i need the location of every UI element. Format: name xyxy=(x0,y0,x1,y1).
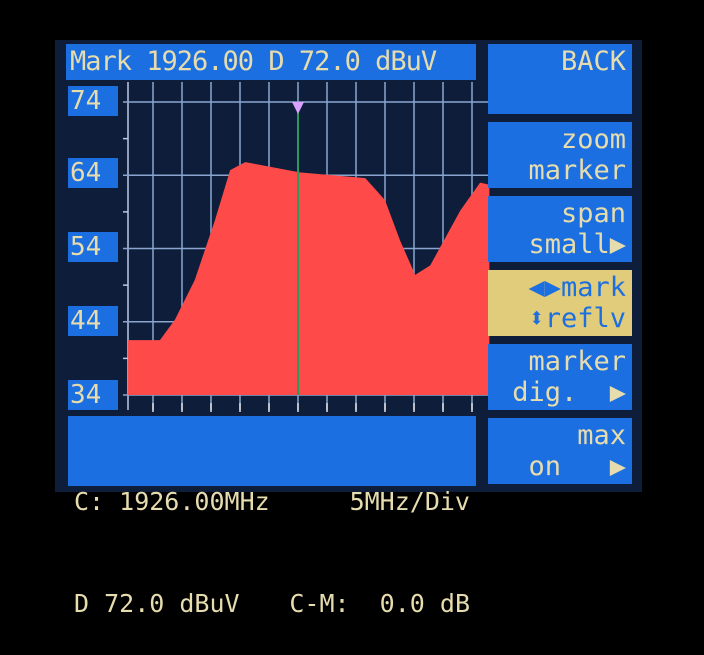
button-line1: max xyxy=(577,420,626,451)
y-label-44: 44 xyxy=(68,306,118,336)
marker-level: D 72.0 dBuV xyxy=(74,589,240,618)
marker-readout: Mark 1926.00 D 72.0 dBuV xyxy=(66,44,476,80)
y-label-74: 74 xyxy=(68,86,118,116)
spectrum-plot xyxy=(123,82,490,412)
y-label-34: 34 xyxy=(68,380,118,410)
center-minus-marker: C-M: 0.0 dB xyxy=(289,589,470,618)
y-label-64: 64 xyxy=(68,158,118,188)
marker-dig-button[interactable]: marker dig. ▶ xyxy=(488,344,632,410)
span-per-div: 5MHz/Div xyxy=(349,487,470,516)
center-frequency: C: 1926.00MHz xyxy=(74,487,270,516)
button-line1: ◀▶mark xyxy=(528,272,626,303)
button-line2: dig. ▶ xyxy=(512,377,626,408)
back-button[interactable]: BACK xyxy=(488,44,632,114)
spectrum-trace xyxy=(128,162,490,395)
button-line1: span xyxy=(560,198,626,229)
y-label-54: 54 xyxy=(68,232,118,262)
button-line1: marker xyxy=(528,346,626,377)
span-small-button[interactable]: span small▶ xyxy=(488,196,632,262)
mark-reflv-button[interactable]: ◀▶mark ⬍reflv xyxy=(488,270,632,336)
button-line2: small▶ xyxy=(528,229,626,260)
max-on-button[interactable]: max on ▶ xyxy=(488,418,632,484)
button-line2: ⬍reflv xyxy=(528,303,626,334)
button-line2: marker xyxy=(528,155,626,186)
zoom-marker-button[interactable]: zoom marker xyxy=(488,122,632,188)
marker-flag-icon xyxy=(292,102,304,114)
button-line2: on ▶ xyxy=(528,451,626,482)
button-line1: zoom xyxy=(560,124,626,155)
status-panel: C: 1926.00MHz 5MHz/Div D 72.0 dBuV C-M: 0.… xyxy=(68,416,476,618)
back-label: BACK xyxy=(560,46,626,77)
